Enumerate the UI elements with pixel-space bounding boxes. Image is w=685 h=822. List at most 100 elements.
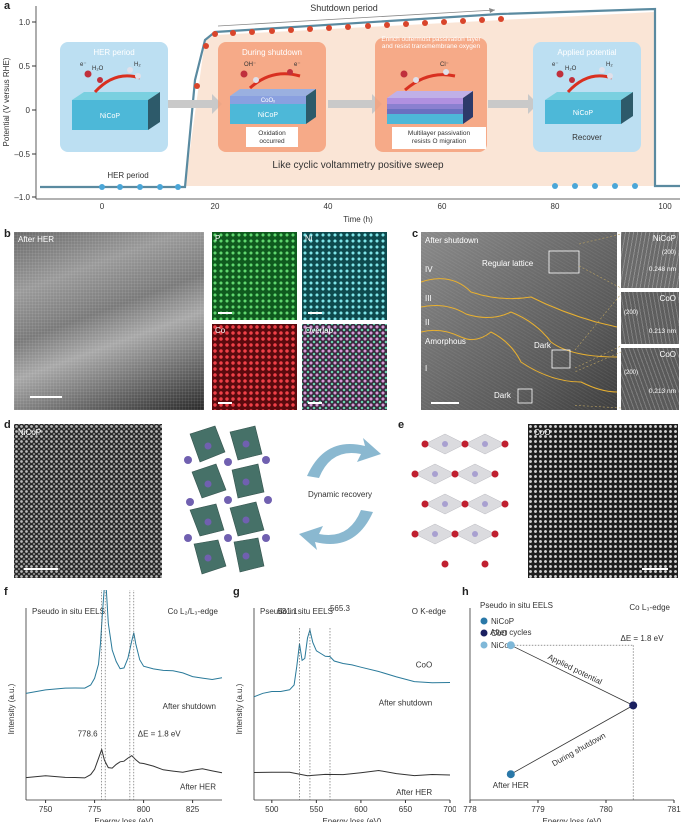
xtick-label: 825 xyxy=(186,805,200,814)
e-haadf-image: CoO xyxy=(528,424,678,578)
point-after-her xyxy=(506,770,515,779)
d-label: NiCoP xyxy=(18,428,42,437)
chart-title: Pseudo in situ EELS xyxy=(32,607,105,616)
xtick-label: 600 xyxy=(354,805,368,814)
a-box4-species-e: e⁻ xyxy=(552,62,559,68)
c-inset-3-plane: (200) xyxy=(624,370,639,376)
legend-marker xyxy=(480,641,488,649)
c-dark-1: Dark xyxy=(534,341,551,350)
b-map-co-label: Co xyxy=(215,326,226,335)
a-xtick-100: 100 xyxy=(658,202,672,211)
chart-f: 750 775 800 825 Energy loss (eV) Intensity (a… xyxy=(7,590,223,822)
legend-marker xyxy=(480,629,488,637)
a-box2-material: NiCoP xyxy=(258,112,279,119)
panel-letter-f: f xyxy=(4,586,8,598)
a-ytick-5: –1.0 xyxy=(14,193,30,202)
g-coo-label: CoO xyxy=(416,661,432,670)
panel-letter-g: g xyxy=(233,586,240,598)
a-arrow-2 xyxy=(328,94,382,114)
a-box-her: HER period NiCoP e⁻ H₂O H₂ xyxy=(60,42,168,152)
path-applied-potential xyxy=(510,644,634,706)
c-inset-2-plane: (200) xyxy=(624,310,639,316)
c-hrtem-image: After shutdown IV III II Amorphous I Reg… xyxy=(421,232,617,410)
chart-title: Pseudo in situ EELS xyxy=(480,601,553,610)
a-box-applied: Applied potential NiCoP e⁻ H₂O H₂ Recove… xyxy=(533,42,641,152)
a-box2-top: CoOₓ xyxy=(261,98,275,104)
h-after-her: After HER xyxy=(493,781,529,790)
a-box1-title: HER period xyxy=(93,48,134,57)
c-region-ii: II xyxy=(425,318,430,327)
d-crystal-structure xyxy=(184,425,272,575)
xlabel: Energy loss (eV) xyxy=(322,817,381,822)
a-box3-species-cl: Cl⁻ xyxy=(440,62,449,68)
point-after-cycles xyxy=(506,641,515,650)
xtick-label: 500 xyxy=(265,805,279,814)
c-region-iv: IV xyxy=(425,265,433,274)
a-box-passivation: Enrich outermost passivation layer and r… xyxy=(375,36,487,152)
a-xtick-80: 80 xyxy=(551,202,560,211)
a-xlabel: Time (h) xyxy=(343,215,373,224)
series-line-0 xyxy=(25,590,223,694)
a-ytick-2: 0.5 xyxy=(19,62,31,71)
c-inset-1-plane: (200) xyxy=(661,250,676,256)
legend-label: NiCoP xyxy=(491,617,514,626)
panel-a-chart: 1.0 0.5 0 –0.5 –1.0 Potential (V versus … xyxy=(2,3,680,224)
a-xtick-0: 0 xyxy=(100,202,105,211)
d-recovery-label: Dynamic recovery xyxy=(308,490,372,499)
a-box2-caption: Oxidation occurred xyxy=(258,130,286,145)
xtick-label: 650 xyxy=(399,805,413,814)
e-label: CoO xyxy=(534,428,551,437)
e-crystal-structure xyxy=(411,433,509,568)
h-applied: Applied potential xyxy=(546,652,603,686)
h-during: During shutdown xyxy=(550,731,607,768)
a-her-dots xyxy=(99,183,638,190)
b-map-ni-label: Ni xyxy=(305,234,313,243)
a-arrow-1 xyxy=(168,94,222,114)
a-box2-species-e: e⁻ xyxy=(294,62,301,68)
path-during-shutdown xyxy=(510,705,634,775)
a-box3-caption: Multilayer passivation resists O migratio… xyxy=(408,130,471,145)
g-shut-label: After shutdown xyxy=(379,698,432,707)
legend-marker xyxy=(480,617,488,625)
chart-edge: Co L₂/L₃-edge xyxy=(168,607,219,616)
f-series-shutdown-label: After shutdown xyxy=(163,702,216,711)
d-recovery-arrows: Dynamic recovery xyxy=(299,438,381,550)
a-ylabel: Potential (V versus RHE) xyxy=(2,57,11,146)
xtick-label: 781 xyxy=(667,805,681,814)
a-box4-caption: Recover xyxy=(572,133,602,142)
c-inset-1: NiCoP (200) 0.248 nm xyxy=(621,232,679,288)
c-inset-3-phase: CoO xyxy=(659,350,676,359)
series-line-0 xyxy=(253,628,451,698)
c-region-i: I xyxy=(425,364,428,373)
a-her-period-bottom: HER period xyxy=(107,171,148,180)
a-box1-species-e: e⁻ xyxy=(80,62,87,68)
a-like-cv: Like cyclic voltammetry positive sweep xyxy=(272,160,444,171)
a-ytick-4: –0.5 xyxy=(14,150,30,159)
xtick-label: 778 xyxy=(463,805,477,814)
h-after-cycles: After cycles xyxy=(490,628,531,637)
a-box-shutdown: During shutdown CoOₓ NiCoP OH⁻ e⁻ Oxidat… xyxy=(218,42,326,152)
a-ytick-1: 1.0 xyxy=(19,18,31,27)
xtick-label: 780 xyxy=(599,805,613,814)
a-box4-species-h2: H₂ xyxy=(606,62,613,68)
a-xtick-20: 20 xyxy=(211,202,220,211)
c-inset-1-d: 0.248 nm xyxy=(648,266,676,273)
c-main-label: After shutdown xyxy=(425,236,479,245)
b-scalebar xyxy=(30,396,62,398)
b-map-overlap: Overlap xyxy=(302,324,387,410)
b-map-co: Co xyxy=(212,324,297,410)
c-inset-3: CoO (200) 0.213 nm xyxy=(621,348,679,410)
b-map-ni: Ni xyxy=(302,232,387,320)
panel-letter-a: a xyxy=(4,0,11,12)
ylabel: Intensity (a.u.) xyxy=(7,683,16,734)
b-haadf-image: After HER xyxy=(14,232,204,410)
a-arrow-3 xyxy=(488,94,538,114)
c-region-iii: III xyxy=(425,294,432,303)
panel-letter-c: c xyxy=(412,228,419,240)
c-dark-2: Dark xyxy=(494,391,511,400)
b-map-p: P xyxy=(212,232,297,320)
a-box1-material: NiCoP xyxy=(100,113,121,120)
b-main-label: After HER xyxy=(18,235,55,244)
c-regular-lattice: Regular lattice xyxy=(482,259,534,268)
panel-letter-b: b xyxy=(4,228,11,240)
